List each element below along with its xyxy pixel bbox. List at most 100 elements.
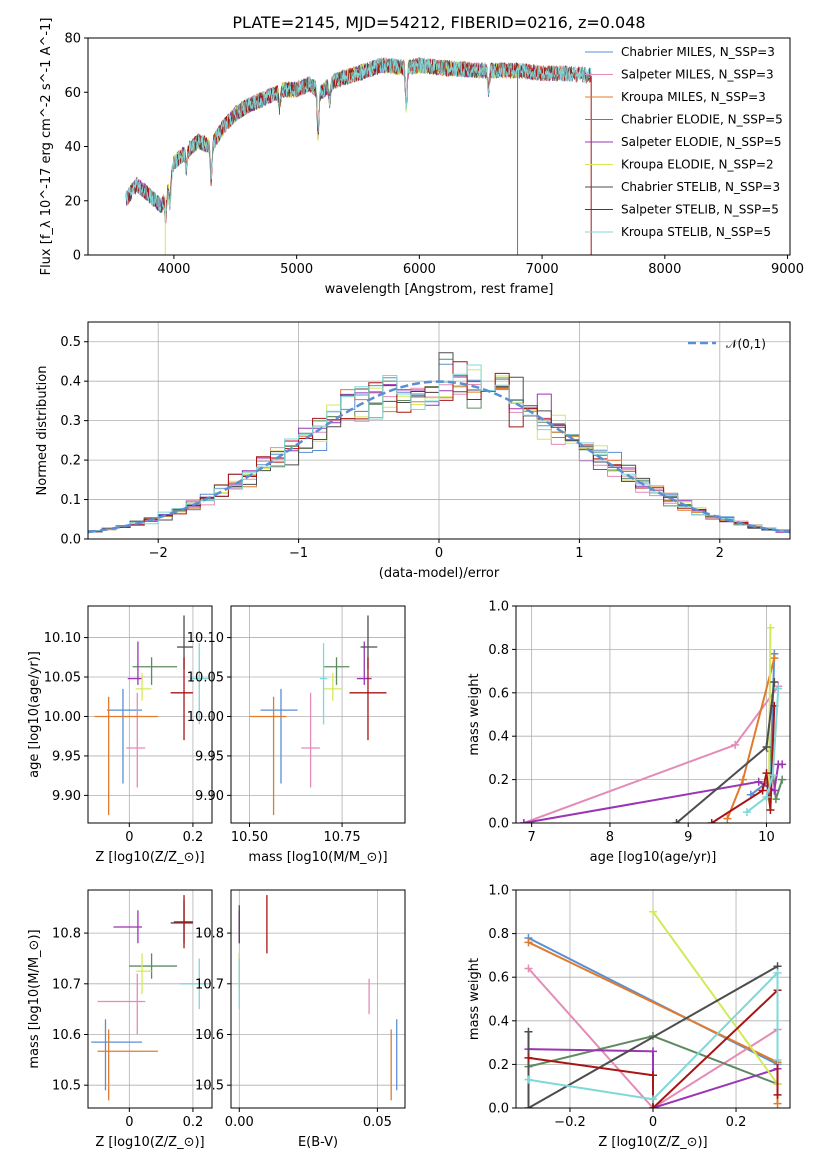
panel-residual_histogram: −2 −1 0 1 2 0.0 0.1 0.2 0.3 0.4 0.5 (data-model)/er… <box>35 321 791 581</box>
legend-entry: Salpeter ELODIE, N_SSP=5 <box>621 135 782 149</box>
series-marker <box>770 654 779 663</box>
y-axis-label: mass weight <box>467 958 482 1040</box>
series-marker <box>519 819 528 823</box>
x-axis-label: E(B-V) <box>298 1135 338 1150</box>
y-tick-label: 0.0 <box>488 1102 509 1117</box>
x-axis-label: Z [log10(Z/Z_⊙)] <box>598 1135 707 1150</box>
y-tick-label: 1.0 <box>488 600 509 615</box>
y-tick-label: 0.4 <box>60 375 81 390</box>
axes-frame <box>515 605 791 824</box>
y-tick-label: 0.5 <box>60 335 81 350</box>
legend-entry: Kroupa ELODIE, N_SSP=2 <box>621 158 774 172</box>
x-tick-label: 0.00 <box>225 1115 254 1130</box>
series-marker <box>672 819 681 823</box>
series-marker <box>524 1053 533 1062</box>
y-tick-label: 0.1 <box>60 493 81 508</box>
y-tick-label: 10.10 <box>44 631 81 646</box>
x-tick-label: 2 <box>716 546 724 561</box>
mass-weight-series-8 <box>524 968 782 1104</box>
x-tick-label: 7000 <box>526 262 559 277</box>
y-axis-label: Flux [f_λ 10^-17 erg cm^-2 s^-1 A^-1] <box>39 18 54 276</box>
series-marker <box>524 1075 533 1084</box>
y-tick-label: 0.0 <box>488 817 509 832</box>
x-tick-label: −2 <box>149 546 168 561</box>
panel-age_vs_Z: 0 0.2 9.90 9.95 10.00 10.05 10.10 Z [log10(Z/Z_… <box>27 605 213 865</box>
y-tick-label: 20 <box>64 194 81 209</box>
x-tick-label: 0 <box>435 546 443 561</box>
series-line <box>652 911 779 1085</box>
series-line <box>746 688 780 813</box>
series-marker <box>770 677 779 686</box>
errorbar-point <box>94 696 158 816</box>
x-tick-label: −0.2 <box>554 1115 586 1130</box>
errorbar-point <box>301 692 320 788</box>
y-tick-label: 0.6 <box>488 971 509 986</box>
panel-spectrum: 4000 5000 6000 7000 8000 9000 0 20 40 60 80 wavelen… <box>39 18 804 297</box>
y-tick-label: 10.8 <box>52 927 81 942</box>
y-tick-label: 9.90 <box>195 789 224 804</box>
errorbar-point <box>97 1029 158 1101</box>
y-tick-label: 40 <box>64 140 81 155</box>
y-tick-label: 1.0 <box>488 884 509 899</box>
y-tick-label: 0.4 <box>488 730 509 745</box>
x-axis-label: Z [log10(Z/Z_⊙)] <box>95 1135 204 1150</box>
x-tick-label: 1 <box>575 546 583 561</box>
plot-area <box>249 615 387 816</box>
x-tick-label: 10.75 <box>323 830 360 845</box>
mass-weight-series-8 <box>742 684 783 817</box>
x-tick-label: 10 <box>758 830 775 845</box>
legend-entry: Chabrier STELIB, N_SSP=3 <box>621 180 780 194</box>
errorbar-point <box>323 657 350 685</box>
mass-weight-series-6 <box>672 677 779 823</box>
x-tick-label: 7 <box>528 830 536 845</box>
series-marker <box>773 1090 782 1099</box>
y-tick-label: 10.10 <box>187 631 224 646</box>
x-axis-label: (data-model)/error <box>379 566 500 581</box>
errorbar-point <box>135 673 152 701</box>
series-marker <box>731 740 740 749</box>
legend-entry: Salpeter MILES, N_SSP=3 <box>621 68 774 82</box>
series-marker <box>649 907 657 916</box>
y-tick-label: 80 <box>64 32 81 47</box>
errorbar-point <box>349 657 387 741</box>
legend-entry: Chabrier MILES, N_SSP=3 <box>621 45 775 59</box>
y-tick-label: 10.6 <box>52 1028 81 1043</box>
series-marker <box>649 1095 657 1104</box>
errorbar-point <box>127 641 143 685</box>
y-tick-label: 0.2 <box>488 1058 509 1073</box>
errorbar-point <box>97 973 146 1035</box>
series-marker <box>524 1027 533 1036</box>
y-axis-label: Normed distribution <box>35 366 50 496</box>
plot-area <box>94 615 209 816</box>
y-tick-label: 9.95 <box>52 749 81 764</box>
x-tick-label: −1 <box>289 546 308 561</box>
legend-entry: Salpeter STELIB, N_SSP=5 <box>621 203 779 217</box>
series-marker <box>649 1047 657 1056</box>
panel-mass_vs_Z: 0 0.2 10.5 10.6 10.7 10.8 Z [log10(Z/Z_⊙)] mass… <box>27 889 213 1150</box>
y-tick-label: 10.00 <box>187 710 224 725</box>
legend: 𝒩(0,1) <box>688 337 766 351</box>
series-marker <box>766 805 775 814</box>
errorbar-point <box>126 692 146 788</box>
series-marker <box>773 1099 782 1108</box>
y-tick-label: 0.6 <box>488 686 509 701</box>
x-axis-label: Z [log10(Z/Z_⊙)] <box>95 850 204 865</box>
x-tick-label: 0.2 <box>726 1115 747 1130</box>
legend-entry: Kroupa MILES, N_SSP=3 <box>621 90 766 104</box>
errorbar-point <box>91 1019 143 1091</box>
x-tick-label: 0 <box>125 1115 133 1130</box>
legend-entry: Chabrier ELODIE, N_SSP=5 <box>621 113 783 127</box>
axes-frame <box>87 37 791 256</box>
gaussian-curve <box>88 380 790 534</box>
errorbar-point <box>132 657 178 685</box>
series-marker <box>778 775 787 784</box>
legend-entry: 𝒩(0,1) <box>726 337 766 351</box>
y-tick-label: 10.05 <box>187 671 224 686</box>
x-axis-label: wavelength [Angstrom, rest frame] <box>325 282 554 297</box>
series-marker <box>762 792 771 801</box>
spectrum-series-8 <box>125 57 592 221</box>
x-tick-label: 5000 <box>280 262 313 277</box>
errorbar-point <box>249 696 287 816</box>
x-tick-label: 9 <box>684 830 692 845</box>
series-marker <box>524 1104 533 1108</box>
